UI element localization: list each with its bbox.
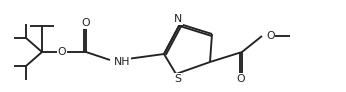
Text: S: S — [174, 74, 182, 84]
Text: N: N — [174, 14, 182, 24]
Text: NH: NH — [114, 57, 130, 67]
Text: O: O — [237, 74, 245, 84]
Text: O: O — [266, 31, 275, 41]
Text: O: O — [82, 18, 90, 28]
Text: O: O — [58, 47, 66, 57]
